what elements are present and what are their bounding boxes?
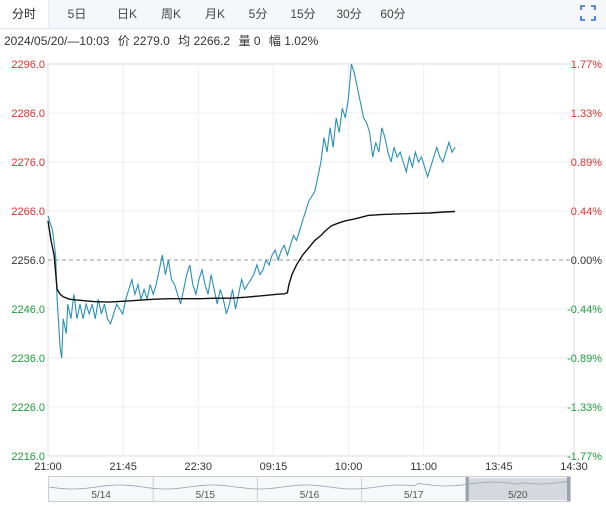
- y-tick-right: 1.77%: [571, 59, 602, 71]
- navigator-label: 5/15: [196, 490, 216, 501]
- navigator-handle-right[interactable]: [567, 477, 570, 501]
- y-tick-left: 2266.0: [11, 206, 45, 218]
- y-tick-left: 2236.0: [11, 353, 45, 365]
- y-tick-left: 2246.0: [11, 304, 45, 316]
- y-axis-right: 1.77% 1.33% 0.89% 0.44% 0.00% -0.44% -0.89% -1.…: [567, 59, 602, 463]
- y-tick-right: -1.33%: [567, 402, 602, 414]
- y-tick-left: 2286.0: [11, 108, 45, 120]
- y-tick-left: 2256.0: [11, 255, 45, 267]
- y-tick-left: 2296.0: [11, 59, 45, 71]
- navigator-trace: [48, 480, 571, 490]
- navigator-label: 5/16: [300, 490, 320, 501]
- y-tick-left: 2226.0: [11, 402, 45, 414]
- tab-daily-k[interactable]: 日K: [116, 7, 137, 21]
- average-line: [47, 210, 456, 303]
- y-axis-left: 2296.0 2286.0 2276.0 2266.0 2256.0 2246.0 2236…: [11, 59, 45, 463]
- timeline-navigator[interactable]: 5/14 5/15 5/16 5/17 5/20: [48, 476, 571, 502]
- chart-grid: [47, 63, 575, 457]
- tab-30min[interactable]: 30分: [336, 7, 362, 21]
- quote-average: 均 2266.2: [178, 34, 231, 48]
- y-tick-right: 0.44%: [571, 206, 602, 218]
- navigator-label: 5/14: [91, 490, 111, 501]
- tab-5min[interactable]: 5分: [248, 7, 268, 21]
- y-tick-right: -0.89%: [567, 353, 602, 365]
- x-tick-label: 21:45: [109, 461, 137, 473]
- quote-datetime: 2024/05/20/—10:03: [4, 34, 110, 48]
- x-axis: 21:00 21:45 22:30 09:15 10:00 11:00 13:45 14:30: [34, 461, 588, 473]
- quote-info-bar: 2024/05/20/—10:03 价 2279.0 均 2266.2 量 0 …: [4, 32, 323, 49]
- y-tick-left: 2276.0: [11, 157, 45, 169]
- y-tick-right: 0.00%: [571, 255, 602, 267]
- navigator-label: 5/20: [508, 490, 528, 501]
- x-tick-label: 14:30: [560, 461, 588, 473]
- navigator-handle-left[interactable]: [465, 477, 469, 501]
- x-tick-label: 11:00: [410, 461, 437, 473]
- chart-series: [47, 63, 456, 359]
- intraday-chart[interactable]: 2296.0 2286.0 2276.0 2266.0 2256.0 2246.0 2236…: [0, 52, 606, 474]
- quote-price: 价 2279.0: [117, 34, 170, 48]
- tab-monthly-k[interactable]: 月K: [204, 7, 225, 21]
- tab-weekly-k[interactable]: 周K: [160, 7, 181, 21]
- tab-5day[interactable]: 5日: [67, 7, 87, 21]
- x-tick-label: 22:30: [185, 461, 213, 473]
- x-tick-label: 13:45: [485, 461, 513, 473]
- price-line: [47, 63, 456, 359]
- y-tick-right: -1.77%: [567, 451, 602, 463]
- x-tick-label: 09:15: [260, 461, 288, 473]
- quote-change: 幅 1.02%: [268, 34, 319, 48]
- navigator-label: 5/17: [404, 490, 424, 501]
- fullscreen-icon[interactable]: [580, 5, 596, 21]
- tab-15min[interactable]: 15分: [290, 7, 316, 21]
- x-tick-label: 21:00: [34, 461, 62, 473]
- y-tick-right: 1.33%: [571, 108, 602, 120]
- y-tick-right: 0.89%: [571, 157, 602, 169]
- x-tick-label: 10:00: [335, 461, 363, 473]
- quote-volume: 量 0: [238, 34, 261, 48]
- period-tabs: 分时 5日 日K 周K 月K 5分 15分 30分 60分: [0, 0, 606, 29]
- tab-60min[interactable]: 60分: [380, 7, 406, 21]
- y-tick-left: 2216.0: [11, 451, 45, 463]
- tab-intraday[interactable]: 分时: [0, 0, 49, 28]
- y-tick-right: -0.44%: [567, 304, 602, 316]
